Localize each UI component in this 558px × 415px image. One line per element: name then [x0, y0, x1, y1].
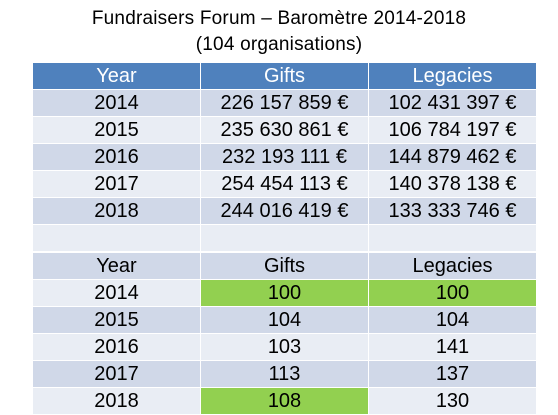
- table-spacer-row: [32, 224, 537, 252]
- cell-year: 2016: [32, 333, 201, 361]
- cell-year: 2014: [32, 279, 201, 307]
- cell-legacies: 137: [368, 360, 537, 388]
- cell-legacies: 104: [368, 306, 537, 334]
- cell-legacies: 133 333 746 €: [368, 197, 537, 225]
- table-row: 2016 103 141: [32, 333, 537, 361]
- table-row: 2018 244 016 419 € 133 333 746 €: [32, 197, 537, 225]
- cell-year: 2016: [32, 143, 201, 171]
- cell-year: 2018: [32, 387, 201, 415]
- header-gifts: Gifts: [200, 62, 369, 90]
- cell-gifts: 104: [200, 306, 369, 334]
- cell-gifts: 235 630 861 €: [200, 116, 369, 144]
- header-legacies: Legacies: [368, 62, 537, 90]
- amounts-table: Year Gifts Legacies 2014 226 157 859 € 1…: [32, 62, 537, 252]
- header-year: Year: [32, 62, 201, 90]
- page-title: Fundraisers Forum – Baromètre 2014-2018: [91, 8, 467, 29]
- table-row: 2015 235 630 861 € 106 784 197 €: [32, 116, 537, 144]
- table-row: 2017 113 137: [32, 360, 537, 388]
- cell-gifts: 113: [200, 360, 369, 388]
- cell-year: 2014: [32, 89, 201, 117]
- table-row: 2016 232 193 111 € 144 879 462 €: [32, 143, 537, 171]
- title-block: Fundraisers Forum – Baromètre 2014-2018 …: [0, 0, 558, 58]
- cell-year: 2017: [32, 360, 201, 388]
- cell-gifts: 103: [200, 333, 369, 361]
- cell-legacies: 140 378 138 €: [368, 170, 537, 198]
- table-header-row: Year Gifts Legacies: [32, 62, 537, 90]
- cell-gifts: 244 016 419 €: [200, 197, 369, 225]
- cell-gifts: 226 157 859 €: [200, 89, 369, 117]
- table-row: 2015 104 104: [32, 306, 537, 334]
- cell-year: 2018: [32, 197, 201, 225]
- cell-year: 2015: [32, 116, 201, 144]
- index-table: Year Gifts Legacies 2014 100 100 2015 10…: [32, 252, 537, 415]
- cell-year: 2015: [32, 306, 201, 334]
- empty-cell: [368, 224, 537, 252]
- cell-legacies: 106 784 197 €: [368, 116, 537, 144]
- header-gifts: Gifts: [200, 252, 369, 280]
- table-header-row: Year Gifts Legacies: [32, 252, 537, 280]
- cell-legacies: 102 431 397 €: [368, 89, 537, 117]
- cell-legacies: 141: [368, 333, 537, 361]
- table-row: 2014 100 100: [32, 279, 537, 307]
- header-legacies: Legacies: [368, 252, 537, 280]
- header-year: Year: [32, 252, 201, 280]
- cell-legacies: 130: [368, 387, 537, 415]
- cell-gifts: 232 193 111 €: [200, 143, 369, 171]
- table-row: 2017 254 454 113 € 140 378 138 €: [32, 170, 537, 198]
- cell-legacies: 144 879 462 €: [368, 143, 537, 171]
- cell-legacies-highlighted: 100: [368, 279, 537, 307]
- empty-cell: [200, 224, 369, 252]
- table-row: 2018 108 130: [32, 387, 537, 415]
- cell-gifts-highlighted: 108: [200, 387, 369, 415]
- cell-gifts: 254 454 113 €: [200, 170, 369, 198]
- cell-year: 2017: [32, 170, 201, 198]
- empty-cell: [32, 224, 201, 252]
- table-row: 2014 226 157 859 € 102 431 397 €: [32, 89, 537, 117]
- page-subtitle: (104 organisations): [195, 34, 363, 55]
- cell-gifts-highlighted: 100: [200, 279, 369, 307]
